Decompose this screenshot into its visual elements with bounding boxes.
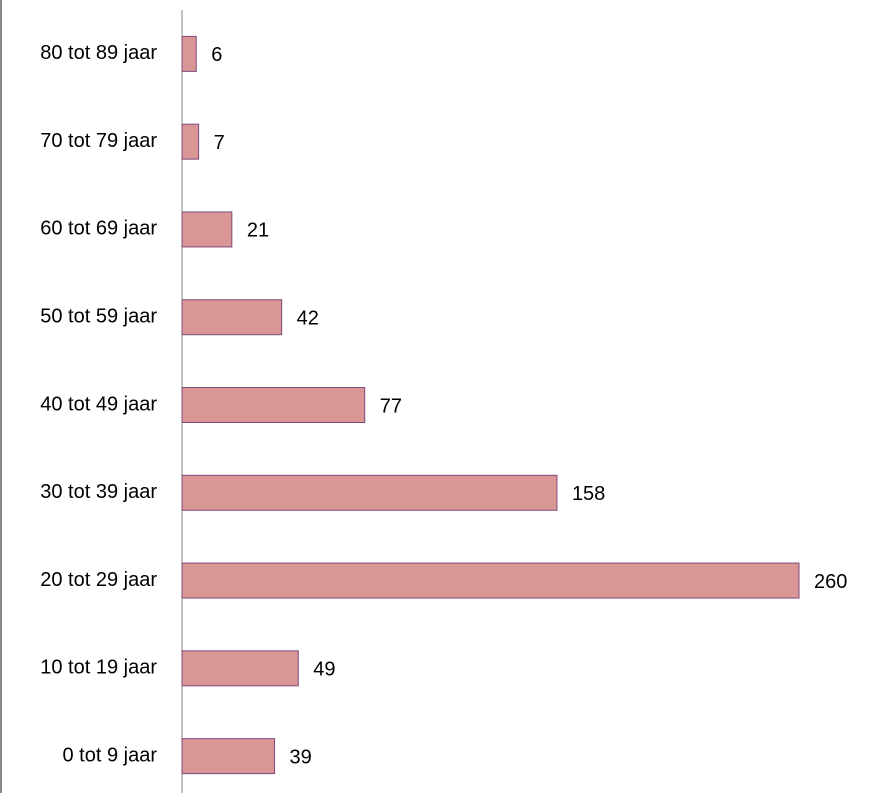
y-tick-label: 0 tot 9 jaar	[62, 744, 157, 766]
y-tick-label: 70 tot 79 jaar	[40, 130, 157, 152]
y-tick-label: 50 tot 59 jaar	[40, 306, 157, 328]
bar	[181, 211, 233, 248]
bar	[181, 35, 197, 72]
data-label: 39	[290, 746, 312, 768]
y-tick-label: 80 tot 89 jaar	[40, 42, 157, 64]
data-label: 6	[211, 44, 222, 66]
data-label: 7	[214, 132, 225, 154]
data-label: 158	[572, 483, 605, 505]
data-label: 77	[380, 395, 402, 417]
bar	[181, 738, 276, 775]
bar	[181, 123, 200, 160]
bar	[181, 387, 366, 423]
bar	[181, 650, 299, 687]
data-label: 21	[247, 220, 269, 242]
data-label: 49	[313, 659, 335, 681]
y-tick-label: 60 tot 69 jaar	[40, 218, 157, 240]
bar	[181, 299, 283, 336]
y-tick-label: 30 tot 39 jaar	[40, 481, 157, 503]
y-tick-label: 10 tot 19 jaar	[40, 657, 157, 679]
bar	[181, 562, 800, 599]
data-label: 42	[297, 308, 319, 330]
bar	[181, 474, 558, 511]
y-tick-label: 40 tot 49 jaar	[40, 393, 157, 415]
y-tick-label: 20 tot 29 jaar	[40, 569, 157, 591]
data-label: 260	[814, 571, 847, 593]
